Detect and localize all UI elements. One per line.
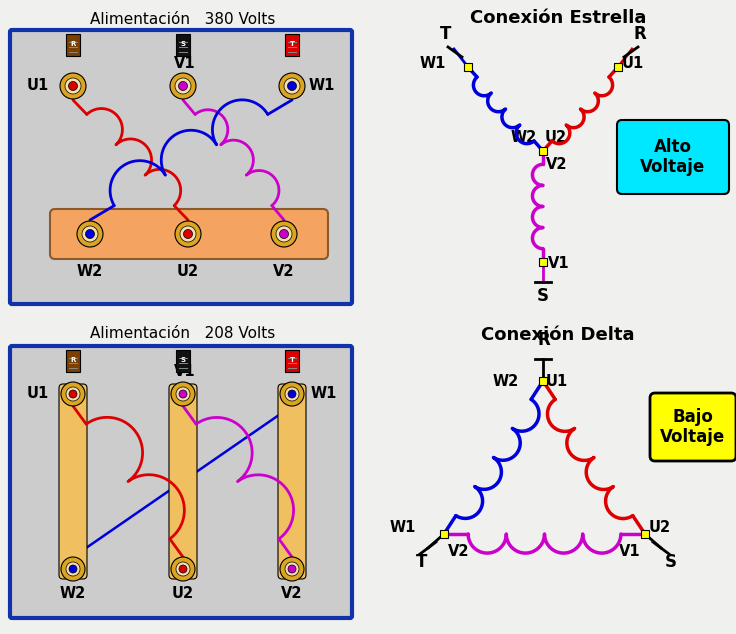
Circle shape (279, 73, 305, 99)
Text: W2: W2 (60, 586, 86, 600)
Text: Alimentación   208 Volts: Alimentación 208 Volts (91, 326, 275, 341)
Bar (285, 34, 299, 56)
Text: W2: W2 (492, 373, 519, 389)
Circle shape (171, 557, 195, 581)
Bar (285, 350, 299, 372)
Circle shape (171, 382, 195, 406)
Text: R: R (71, 41, 76, 47)
Text: U2: U2 (177, 264, 199, 280)
Text: V1: V1 (548, 257, 570, 271)
Circle shape (280, 230, 289, 238)
Circle shape (170, 73, 196, 99)
FancyBboxPatch shape (169, 384, 197, 579)
Text: U1: U1 (27, 79, 49, 93)
Text: W1: W1 (311, 387, 337, 401)
Text: V2: V2 (273, 264, 294, 280)
Text: Alimentación   380 Volts: Alimentación 380 Volts (91, 12, 276, 27)
Text: R: R (537, 331, 551, 349)
Text: Conexión Delta: Conexión Delta (481, 326, 634, 344)
Circle shape (85, 230, 94, 238)
Text: W2: W2 (77, 264, 103, 280)
Bar (176, 350, 190, 372)
Text: U1: U1 (546, 373, 568, 389)
Circle shape (288, 390, 296, 398)
Text: T: T (289, 357, 294, 363)
Text: V1: V1 (620, 545, 641, 559)
Text: Alto
Voltaje: Alto Voltaje (640, 138, 706, 176)
Circle shape (68, 82, 77, 91)
Text: R: R (71, 357, 76, 363)
Circle shape (65, 78, 81, 94)
Circle shape (175, 221, 201, 247)
FancyBboxPatch shape (10, 30, 352, 304)
Circle shape (179, 565, 187, 573)
Text: T: T (440, 25, 452, 43)
Circle shape (176, 562, 190, 576)
Circle shape (285, 387, 299, 401)
Circle shape (271, 221, 297, 247)
Circle shape (82, 226, 98, 242)
FancyBboxPatch shape (10, 346, 352, 618)
Text: V1: V1 (174, 56, 196, 72)
Text: U2: U2 (172, 586, 194, 600)
Circle shape (60, 73, 86, 99)
Text: W2: W2 (511, 130, 537, 145)
Circle shape (280, 382, 304, 406)
Text: V2: V2 (448, 545, 470, 559)
Circle shape (175, 78, 191, 94)
Circle shape (276, 226, 292, 242)
Text: S: S (665, 553, 677, 571)
Text: R: R (634, 25, 646, 43)
Text: Bajo
Voltaje: Bajo Voltaje (660, 408, 726, 446)
Text: V2: V2 (281, 586, 302, 600)
Circle shape (69, 565, 77, 573)
FancyBboxPatch shape (59, 384, 87, 579)
Text: U2: U2 (545, 130, 567, 145)
Text: S: S (537, 287, 549, 305)
FancyBboxPatch shape (650, 393, 736, 461)
Text: W1: W1 (389, 521, 416, 536)
Text: W1: W1 (420, 56, 446, 70)
FancyBboxPatch shape (278, 384, 306, 579)
Circle shape (66, 387, 80, 401)
Text: U1: U1 (622, 56, 644, 70)
Text: W1: W1 (309, 79, 335, 93)
Circle shape (179, 82, 188, 91)
Circle shape (77, 221, 103, 247)
Text: T: T (417, 553, 428, 571)
Circle shape (179, 390, 187, 398)
Circle shape (284, 78, 300, 94)
Circle shape (285, 562, 299, 576)
Text: U1: U1 (27, 387, 49, 401)
Text: T: T (289, 41, 294, 47)
Circle shape (176, 387, 190, 401)
Text: V2: V2 (546, 157, 567, 172)
Circle shape (66, 562, 80, 576)
Text: S: S (180, 41, 185, 47)
FancyBboxPatch shape (617, 120, 729, 194)
Bar (176, 34, 190, 56)
Circle shape (183, 230, 193, 238)
Circle shape (288, 82, 297, 91)
Circle shape (180, 226, 196, 242)
Circle shape (288, 565, 296, 573)
Circle shape (61, 557, 85, 581)
Circle shape (61, 382, 85, 406)
Text: Conexión Estrella: Conexión Estrella (470, 9, 646, 27)
Bar (66, 350, 80, 372)
Circle shape (69, 390, 77, 398)
Circle shape (280, 557, 304, 581)
FancyBboxPatch shape (50, 209, 328, 259)
Text: V1: V1 (174, 365, 196, 380)
Bar (66, 34, 80, 56)
Text: S: S (180, 357, 185, 363)
Text: U2: U2 (649, 521, 671, 536)
